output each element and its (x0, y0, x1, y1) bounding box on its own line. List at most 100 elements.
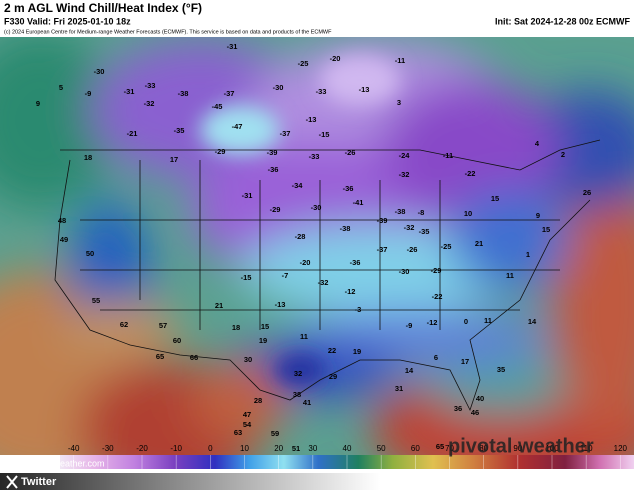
watermark: pivotal weather (448, 435, 594, 457)
map-value: 6 (434, 353, 438, 362)
map-value: 49 (60, 235, 68, 244)
map-value: -12 (427, 318, 438, 327)
colorbar-tick-label: -30 (102, 444, 114, 453)
map-value: 2 (561, 150, 565, 159)
map-value: 4 (535, 139, 540, 148)
map-value: -37 (224, 89, 235, 98)
map-value: -11 (443, 151, 453, 160)
map-value: -35 (174, 126, 185, 135)
map-value: 21 (475, 239, 483, 248)
map-value: 30 (244, 355, 252, 364)
map-value: -28 (295, 232, 306, 241)
colorbar-tick-label: 0 (208, 444, 213, 453)
title: 2 m AGL Wind Chill/Heat Index (°F) (4, 1, 202, 15)
map-value: -31 (242, 191, 253, 200)
map-value: 62 (120, 320, 128, 329)
website: www.pivotalweather.com (5, 458, 105, 468)
map-value: -38 (395, 207, 406, 216)
map-value: -29 (270, 205, 281, 214)
map-value: -30 (311, 203, 322, 212)
map-value: 66 (190, 353, 198, 362)
map-value: -9 (406, 321, 413, 330)
colorbar-tick-label: 40 (343, 444, 352, 453)
colorbar-ticks: -40 -30 -20 -10 0 10 20 30 40 50 60 70 80 90 100 110 120 (68, 444, 628, 469)
init-time: Init: Sat 2024-12-28 00z ECMWF (495, 16, 631, 26)
map-value: 26 (583, 188, 591, 197)
map-value: -30 (399, 267, 410, 276)
map-value: -32 (318, 278, 329, 287)
map-value: -20 (300, 258, 311, 267)
map-value: 3 (397, 98, 401, 107)
boundaries (54, 139, 601, 412)
map-value: 36 (454, 404, 462, 413)
map-value: 10 (464, 209, 472, 218)
map-value: -47 (232, 122, 243, 131)
colorbar-tick-label: 50 (377, 444, 386, 453)
colorbar-tick-label: 10 (240, 444, 249, 453)
colorbar-tick-label: 100 (545, 444, 559, 453)
map-value: 5 (59, 83, 63, 92)
map-value: 14 (528, 317, 537, 326)
map-value: 15 (261, 322, 269, 331)
map-value: -26 (345, 148, 356, 157)
colorbar-tick-label: 20 (274, 444, 283, 453)
map-value: -36 (350, 258, 361, 267)
map-value: 9 (36, 99, 40, 108)
map-value: 14 (405, 366, 414, 375)
map-value: -31 (124, 87, 135, 96)
map-value: -45 (212, 102, 223, 111)
map-value: 59 (271, 429, 279, 438)
map-value: 35 (497, 365, 505, 374)
map-value: 41 (303, 398, 311, 407)
map-value: 46 (471, 408, 479, 417)
map-value: -3 (355, 305, 362, 314)
map-value: 17 (461, 357, 469, 366)
map-value: -41 (353, 198, 364, 207)
map-value: 31 (395, 384, 403, 393)
colorbar-tick-label: -40 (68, 444, 80, 453)
map-value: -12 (345, 287, 356, 296)
colorbar-tick-label: 90 (513, 444, 522, 453)
map-value: -33 (309, 152, 320, 161)
map-value: 65 (156, 352, 164, 361)
map-value: -32 (399, 170, 410, 179)
map-value: 65 (436, 442, 444, 451)
map-value: -30 (94, 67, 105, 76)
map-value: -20 (330, 54, 341, 63)
map-value: 47 (243, 410, 251, 419)
map-value: 19 (259, 336, 267, 345)
map-value: -24 (399, 151, 411, 160)
map-value: 0 (464, 317, 468, 326)
map-value: 29 (329, 372, 337, 381)
map-value: -15 (319, 130, 330, 139)
map-value: -11 (395, 56, 405, 65)
map-value: -13 (306, 115, 317, 124)
map-value: -25 (441, 242, 452, 251)
map-value: -36 (343, 184, 354, 193)
map-value: -29 (215, 147, 226, 156)
map-value: 50 (86, 249, 94, 258)
header-bg (0, 0, 634, 37)
twitter-label[interactable]: Twitter (21, 476, 57, 488)
map-value: 9 (536, 211, 540, 220)
map-value: 11 (484, 316, 492, 325)
map-value: 17 (170, 155, 178, 164)
map-value: -15 (241, 273, 252, 282)
map-value: -26 (407, 245, 418, 254)
map-value: 55 (92, 296, 100, 305)
map-value: 60 (173, 336, 181, 345)
map-value: 32 (294, 369, 302, 378)
map-value: 11 (300, 332, 308, 341)
map-value: 57 (159, 321, 167, 330)
map-value: 38 (293, 390, 301, 399)
map-value: -13 (359, 85, 370, 94)
map-value: -39 (377, 216, 388, 225)
map-value: -33 (316, 87, 327, 96)
map-value: 11 (506, 271, 514, 280)
map-value: -38 (340, 224, 351, 233)
map-value: -22 (432, 292, 443, 301)
map-value: -33 (145, 81, 156, 90)
map-value: 51 (292, 444, 300, 453)
